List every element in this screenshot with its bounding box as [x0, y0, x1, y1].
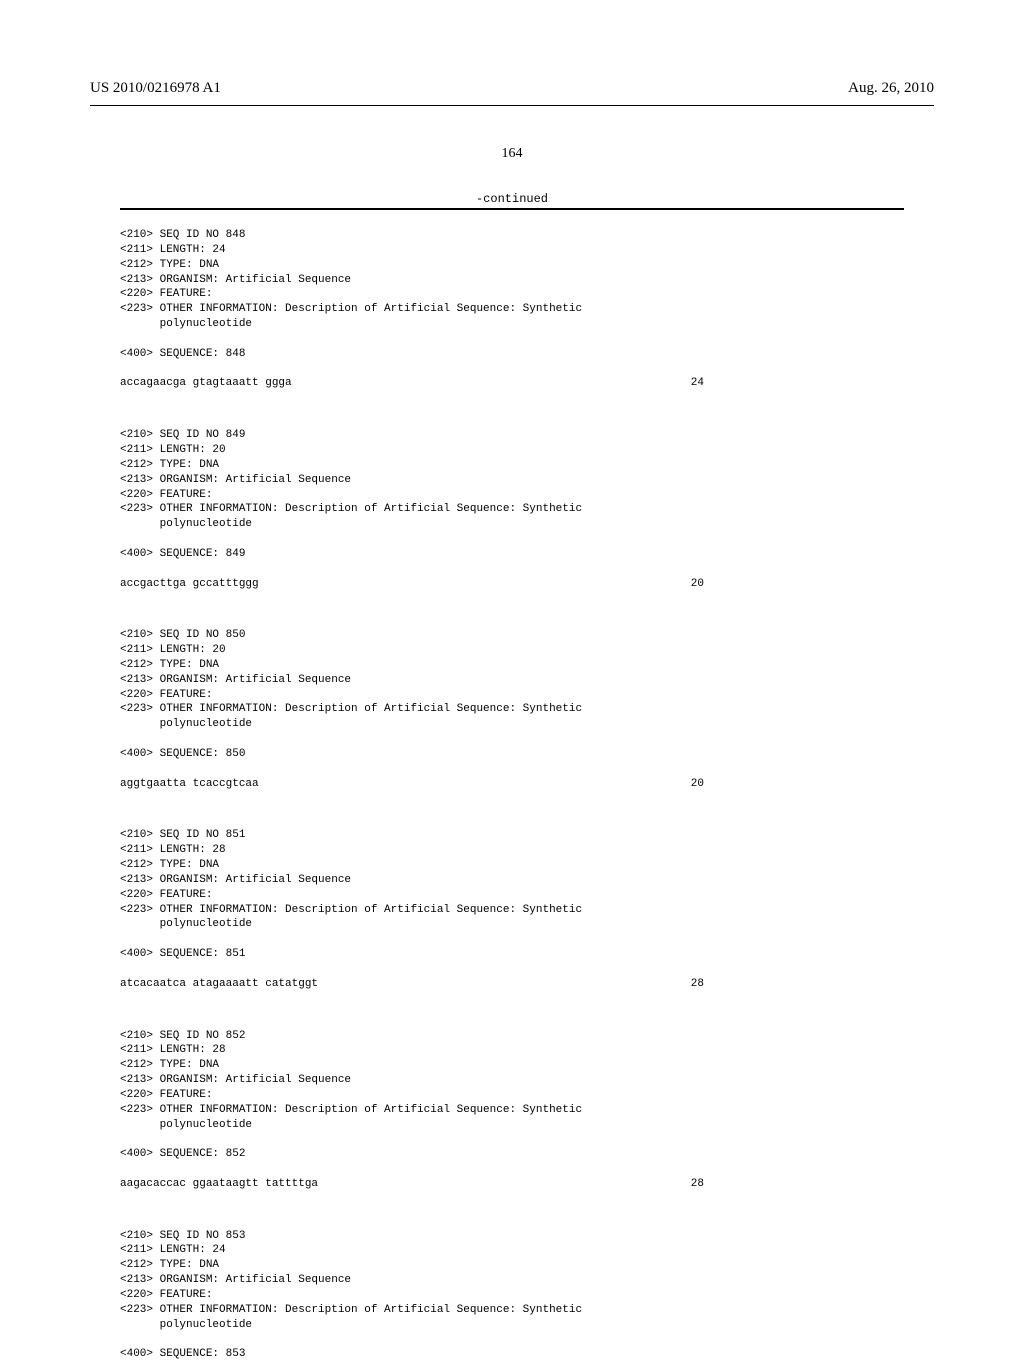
entry-gap	[120, 814, 904, 829]
sequence-entry: <210> SEQ ID NO 851 <211> LENGTH: 28 <21…	[120, 828, 904, 991]
header-rule	[90, 105, 934, 106]
sequence-meta: <210> SEQ ID NO 848 <211> LENGTH: 24 <21…	[120, 228, 904, 362]
entry-gap	[120, 1014, 904, 1029]
continued-label: -continued	[90, 192, 934, 206]
header-right: Aug. 26, 2010	[848, 80, 934, 97]
sequence-entry: <210> SEQ ID NO 849 <211> LENGTH: 20 <21…	[120, 428, 904, 591]
entry-gap	[120, 413, 904, 428]
blank-line	[120, 562, 904, 577]
top-thick-rule	[120, 208, 904, 210]
sequence-length-number: 20	[691, 577, 704, 592]
sequence-text: accagaacga gtagtaaatt ggga	[120, 376, 292, 391]
sequence-text: accgacttga gccatttggg	[120, 577, 259, 592]
sequence-meta: <210> SEQ ID NO 852 <211> LENGTH: 28 <21…	[120, 1029, 904, 1163]
sequence-length-number: 28	[691, 1177, 704, 1192]
blank-line	[120, 1162, 904, 1177]
page-header: US 2010/0216978 A1 Aug. 26, 2010	[90, 80, 934, 97]
sequence-meta: <210> SEQ ID NO 850 <211> LENGTH: 20 <21…	[120, 628, 904, 762]
sequence-line: atcacaatca atagaaaatt catatggt 28	[120, 977, 904, 992]
sequence-text: aggtgaatta tcaccgtcaa	[120, 777, 259, 792]
page-number: 164	[90, 146, 934, 162]
sequence-length-number: 24	[691, 376, 704, 391]
page-container: US 2010/0216978 A1 Aug. 26, 2010 164 -co…	[0, 0, 1024, 1320]
sequence-line: aggtgaatta tcaccgtcaa 20	[120, 777, 904, 792]
entry-gap	[120, 613, 904, 628]
sequence-meta: <210> SEQ ID NO 853 <211> LENGTH: 24 <21…	[120, 1229, 904, 1362]
entry-gap	[120, 1214, 904, 1229]
blank-line	[120, 962, 904, 977]
sequence-entry: <210> SEQ ID NO 850 <211> LENGTH: 20 <21…	[120, 628, 904, 791]
sequence-line: accgacttga gccatttggg 20	[120, 577, 904, 592]
sequence-length-number: 20	[691, 777, 704, 792]
sequence-text: atcacaatca atagaaaatt catatggt	[120, 977, 318, 992]
sequence-entry: <210> SEQ ID NO 848 <211> LENGTH: 24 <21…	[120, 228, 904, 391]
header-left: US 2010/0216978 A1	[90, 80, 221, 97]
sequence-entry: <210> SEQ ID NO 853 <211> LENGTH: 24 <21…	[120, 1229, 904, 1362]
sequence-line: accagaacga gtagtaaatt ggga 24	[120, 376, 904, 391]
sequence-length-number: 28	[691, 977, 704, 992]
sequence-text: aagacaccac ggaataagtt tattttga	[120, 1177, 318, 1192]
sequence-line: aagacaccac ggaataagtt tattttga 28	[120, 1177, 904, 1192]
sequence-meta: <210> SEQ ID NO 851 <211> LENGTH: 28 <21…	[120, 828, 904, 962]
sequence-listing: <210> SEQ ID NO 848 <211> LENGTH: 24 <21…	[120, 228, 904, 1362]
sequence-meta: <210> SEQ ID NO 849 <211> LENGTH: 20 <21…	[120, 428, 904, 562]
sequence-entry: <210> SEQ ID NO 852 <211> LENGTH: 28 <21…	[120, 1029, 904, 1192]
blank-line	[120, 362, 904, 377]
blank-line	[120, 762, 904, 777]
